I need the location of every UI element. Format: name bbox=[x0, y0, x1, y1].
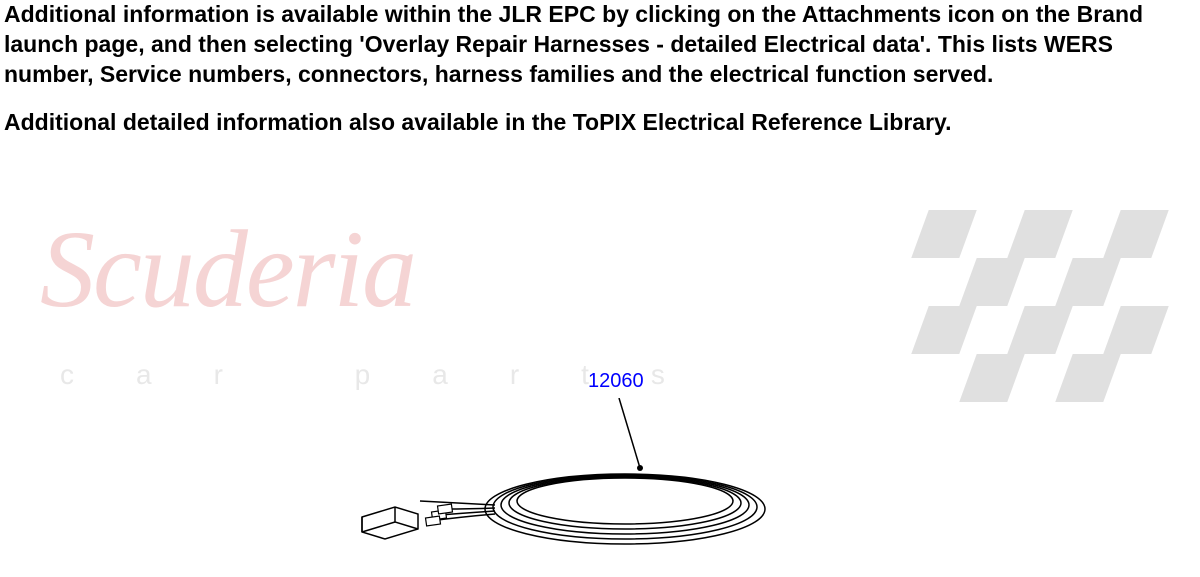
info-paragraph-1: Additional information is available with… bbox=[4, 0, 1180, 90]
info-text-block: Additional information is available with… bbox=[4, 0, 1180, 156]
part-number-label: 12060 bbox=[588, 370, 644, 393]
wire-harness-icon bbox=[340, 429, 840, 559]
watermark-checker-icon bbox=[920, 210, 1160, 402]
info-paragraph-2: Additional detailed information also ava… bbox=[4, 108, 1180, 138]
